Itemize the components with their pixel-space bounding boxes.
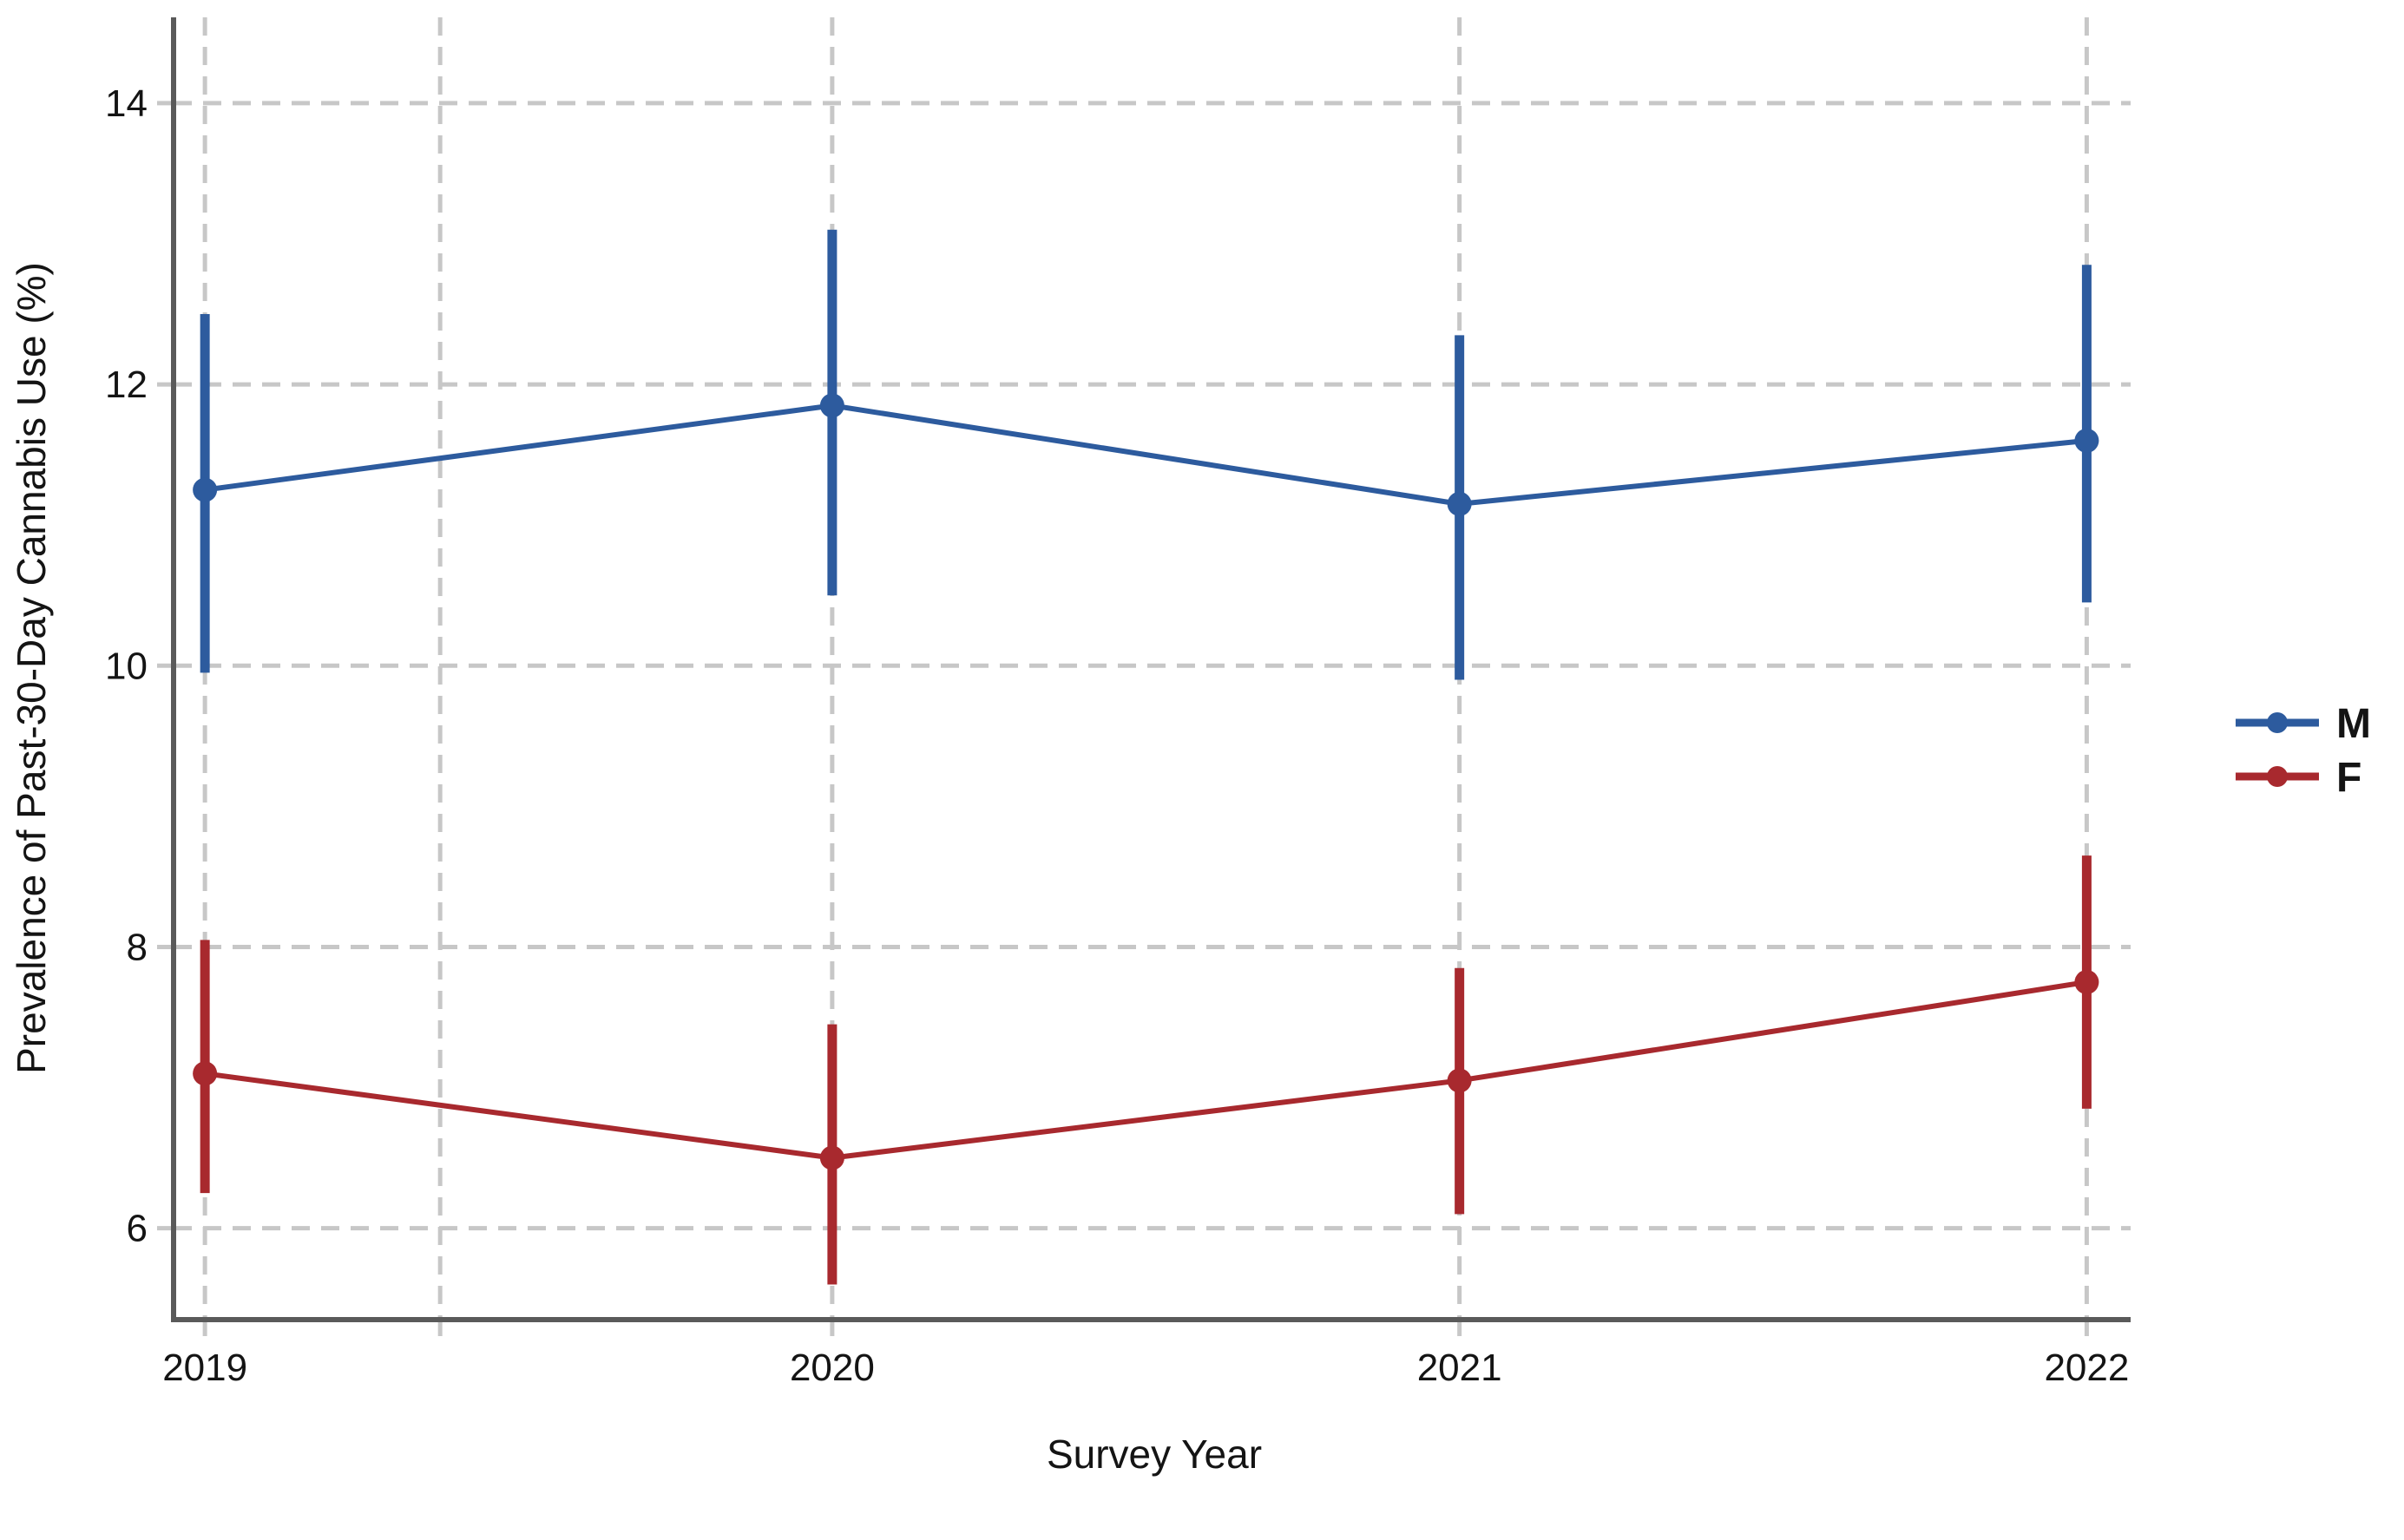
tick-labels: 2019 2020 2021 2022 6 8 10 12 14 — [105, 82, 2129, 1389]
series-line-M — [204, 403, 2087, 507]
y-tick-label-14: 14 — [105, 82, 148, 125]
y-axis-title: Prevalence of Past-30-Day Cannabis Use (… — [9, 262, 54, 1074]
data-point-F-2020 — [819, 1145, 844, 1170]
x-tick-label-2019: 2019 — [162, 1347, 247, 1389]
data-point-M-2022 — [2074, 428, 2099, 453]
data-point-M-2020 — [819, 393, 844, 418]
x-gridlines — [202, 17, 2089, 1320]
series-M — [193, 229, 2099, 680]
x-tick-label-2022: 2022 — [2044, 1347, 2129, 1389]
data-point-F-2022 — [2074, 969, 2099, 994]
x-axis-title: Survey Year — [1047, 1432, 1262, 1477]
tick-marks — [157, 101, 2089, 1336]
legend — [2236, 712, 2319, 787]
data-point-M-2019 — [193, 477, 218, 502]
data-point-F-2021 — [1447, 1068, 1472, 1093]
y-tick-label-8: 8 — [127, 926, 148, 968]
y-tick-label-6: 6 — [127, 1208, 148, 1250]
legend-dot-M — [2267, 712, 2288, 733]
data-series — [193, 229, 2099, 1285]
legend-dot-F — [2267, 766, 2288, 787]
y-gridlines — [174, 101, 2131, 1231]
x-tick-label-2020: 2020 — [790, 1347, 875, 1389]
legend-label-m: M — [2336, 701, 2371, 747]
y-tick-label-10: 10 — [105, 645, 148, 687]
legend-label-f: F — [2336, 755, 2361, 801]
series-line-F — [204, 980, 2087, 1161]
y-tick-label-12: 12 — [105, 364, 148, 406]
data-point-M-2021 — [1447, 491, 1472, 516]
series-F — [193, 855, 2099, 1285]
x-tick-label-2021: 2021 — [1417, 1347, 1502, 1389]
axes-spines — [171, 17, 2131, 1322]
data-point-F-2019 — [193, 1061, 218, 1086]
